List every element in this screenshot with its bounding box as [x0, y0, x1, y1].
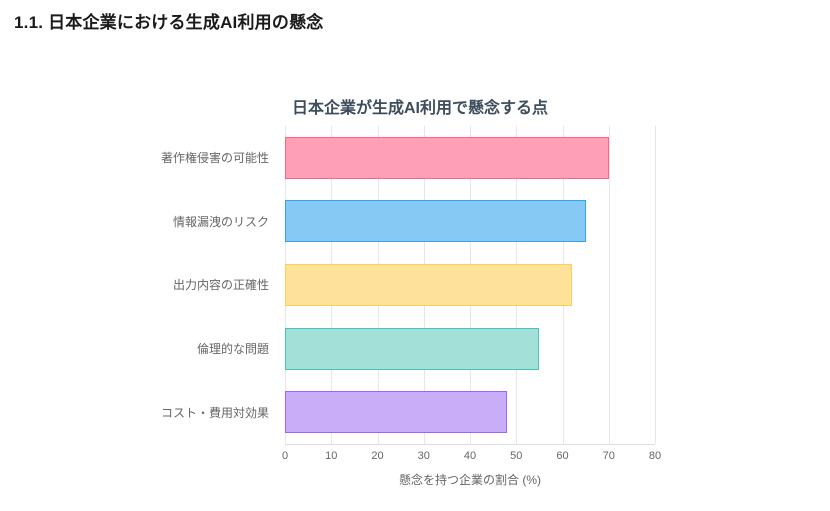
gridline: [655, 126, 656, 444]
x-axis-tick-labels: 0 10 20 30 40 50 60 70 80: [281, 450, 661, 466]
x-tick-label: 50: [510, 450, 523, 462]
x-tick-label: 10: [325, 450, 338, 462]
plot-area[interactable]: [285, 126, 656, 445]
bar-5[interactable]: [285, 391, 507, 434]
bar-2[interactable]: [285, 200, 586, 243]
x-tick-label: 20: [371, 450, 384, 462]
x-axis-title: 懸念を持つ企業の割合 (%): [399, 473, 541, 487]
x-tick-label: 30: [417, 450, 430, 462]
chart-title: 日本企業が生成AI利用で懸念する点: [291, 100, 548, 117]
category-label: 情報漏洩のリスク: [172, 214, 269, 229]
bar-chart: 日本企業が生成AI利用で懸念する点 著作権侵害の可能性情報漏洩のリスク 出力内容の…: [160, 88, 680, 493]
category-label: 出力内容の正確性: [172, 278, 269, 293]
gridline: [608, 126, 610, 444]
category-label: 著作権侵害の可能性: [160, 151, 269, 166]
x-tick-label: 0: [281, 450, 289, 462]
x-tick-label: 60: [556, 450, 569, 462]
x-tick-label: 40: [463, 450, 477, 462]
y-axis-labels: 著作権侵害の可能性情報漏洩のリスク 出力内容の正確性倫理的な問題コスト・費用対効果: [160, 126, 277, 444]
bar-3[interactable]: [285, 264, 572, 306]
x-tick-label: 70: [602, 450, 615, 462]
bar-4[interactable]: [285, 327, 540, 370]
bar-1[interactable]: [285, 136, 609, 179]
category-label: 倫理的な問題: [196, 342, 269, 357]
page-title: 1.1. 日本企業における生成AI利用の懸念: [14, 13, 324, 32]
category-label: コスト・費用対効果: [160, 405, 269, 420]
x-tick-label: 80: [648, 450, 662, 462]
